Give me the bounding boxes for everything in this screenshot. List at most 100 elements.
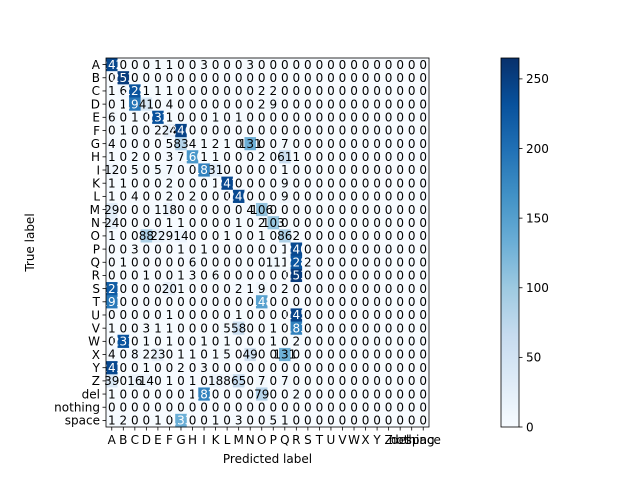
heatmap-cell	[209, 268, 222, 283]
x-tick-label: N	[246, 433, 255, 447]
cell-value-label: 0	[177, 97, 185, 111]
heatmap-cell	[394, 321, 407, 336]
cell-value-label: 0	[362, 282, 370, 296]
heatmap-cell	[152, 97, 165, 112]
heatmap-cell	[267, 255, 280, 270]
heatmap-cell	[117, 321, 130, 336]
cell-value-label: 8	[223, 374, 231, 388]
cell-value-label: 0	[200, 97, 208, 111]
heatmap-cell	[221, 58, 234, 72]
heatmap-cell	[244, 308, 257, 322]
cell-value-label: 0	[408, 229, 416, 243]
cell-value-label: 0	[293, 282, 301, 296]
heatmap-cell	[382, 295, 395, 309]
cell-value-label: 0	[119, 163, 127, 177]
heatmap-cell	[359, 308, 372, 322]
cell-value-label: 0	[327, 295, 335, 309]
cell-value-label: 0	[396, 203, 404, 217]
cell-value-label: 0	[419, 321, 427, 335]
heatmap-cell	[313, 242, 326, 257]
heatmap-cell	[348, 110, 361, 125]
cell-value-label: 3	[235, 414, 243, 428]
heatmap-cell	[163, 189, 176, 204]
cell-value-label: 0	[258, 269, 266, 283]
cell-value-label: 0	[154, 190, 162, 204]
heatmap-cell	[267, 97, 280, 112]
cell-value-label: 0	[223, 255, 231, 269]
heatmap-cell	[267, 84, 280, 98]
cell-value-label: 0	[327, 335, 335, 349]
heatmap-cell	[279, 176, 291, 191]
cell-value-label: 0	[166, 71, 174, 85]
heatmap-cell	[244, 282, 257, 296]
cell-value-label: 61	[277, 150, 292, 164]
heatmap-cell	[267, 334, 280, 349]
cell-value-label: 0	[166, 361, 174, 375]
cell-value-label: 0	[385, 124, 393, 138]
heatmap-cell	[175, 268, 188, 283]
heatmap-cell	[394, 71, 407, 85]
heatmap-cell	[394, 361, 407, 375]
cell-value-label: 0	[269, 400, 277, 414]
heatmap-cell	[221, 321, 234, 336]
cell-value-label: 0	[316, 308, 324, 322]
heatmap-cell	[117, 110, 130, 125]
heatmap-cell	[186, 400, 199, 415]
cell-value-label: 0	[189, 400, 197, 414]
heatmap-cell	[140, 229, 153, 243]
heatmap-cell	[140, 71, 153, 85]
cell-value-label: 0	[316, 229, 324, 243]
cell-value-label: 0	[200, 229, 208, 243]
heatmap-cell	[348, 268, 361, 283]
cell-value-label: 0	[281, 97, 289, 111]
heatmap-cell	[279, 347, 291, 362]
colorbar	[500, 57, 520, 428]
cell-value-label: 1	[108, 229, 116, 243]
cell-value-label: 0	[108, 71, 116, 85]
heatmap-cell	[267, 202, 280, 217]
heatmap-cell	[129, 282, 142, 296]
cell-value-label: 0	[362, 97, 370, 111]
x-tick-label: L	[224, 433, 231, 447]
cell-value-label: 0	[154, 97, 162, 111]
cell-value-label: 0	[339, 400, 347, 414]
cell-value-label: 0	[131, 414, 139, 428]
heatmap-cell	[244, 347, 257, 362]
heatmap-cell	[336, 163, 349, 178]
heatmap-cell	[382, 334, 395, 349]
heatmap-cell	[232, 110, 245, 125]
cell-value-label: 0	[385, 269, 393, 283]
heatmap-cell	[163, 58, 176, 72]
cell-value-label: 0	[108, 97, 116, 111]
cell-value-label: 148	[250, 295, 273, 309]
heatmap-cell	[117, 413, 130, 428]
cell-value-label: 0	[131, 269, 139, 283]
heatmap-cell	[394, 413, 407, 428]
heatmap-cell	[232, 242, 245, 257]
heatmap-cell	[186, 295, 199, 309]
cell-value-label: 0	[385, 400, 393, 414]
cell-value-label: 24	[104, 216, 119, 230]
heatmap-cell	[209, 242, 222, 257]
heatmap-cell	[279, 282, 291, 296]
heatmap-cell	[186, 110, 199, 125]
cell-value-label: 0	[246, 84, 254, 98]
heatmap-cell	[313, 189, 326, 204]
cell-value-label: 2	[119, 414, 127, 428]
heatmap-cell	[336, 400, 349, 415]
heatmap-cell	[348, 334, 361, 349]
cell-value-label: 0	[362, 321, 370, 335]
cell-value-label: 0	[339, 124, 347, 138]
cell-value-label: 0	[327, 137, 335, 151]
cell-value-label: 0	[143, 282, 151, 296]
x-tick-label: K	[212, 433, 221, 447]
cell-value-label: 0	[154, 308, 162, 322]
y-tick-label: H	[91, 150, 100, 164]
cell-value-label: 0	[339, 387, 347, 401]
y-tick-label: D	[91, 97, 100, 111]
heatmap-cell	[290, 110, 303, 125]
heatmap-cell	[209, 110, 222, 125]
cell-value-label: 0	[385, 190, 393, 204]
cell-value-label: 0	[143, 414, 151, 428]
cell-value-label: 0	[362, 111, 370, 125]
